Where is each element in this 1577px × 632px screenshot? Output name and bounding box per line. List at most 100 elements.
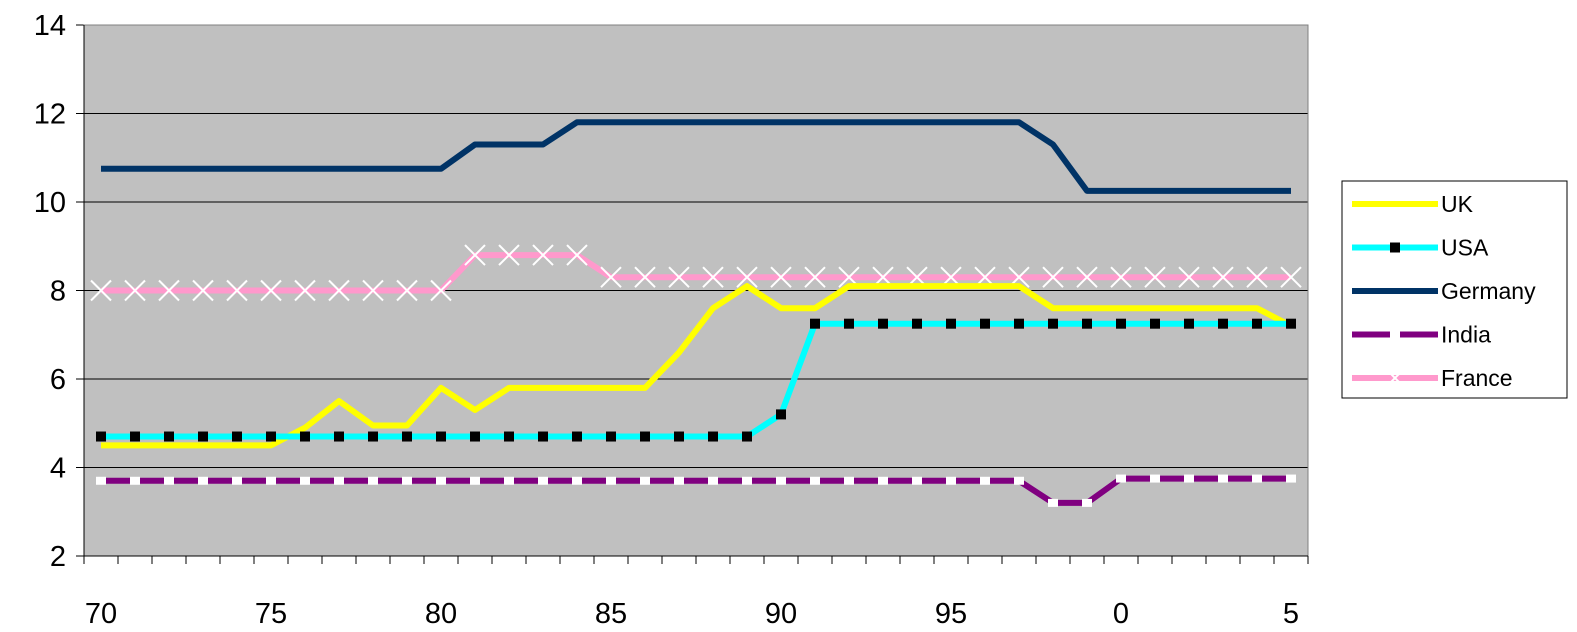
- data-marker: [1184, 474, 1194, 483]
- data-marker: [300, 431, 310, 442]
- data-marker: [538, 476, 548, 485]
- data-marker: [878, 476, 888, 485]
- data-marker: [130, 431, 140, 442]
- data-marker: [1252, 318, 1262, 329]
- y-tick-label: 4: [50, 453, 66, 485]
- data-marker: [266, 431, 276, 442]
- data-marker: [436, 431, 446, 442]
- data-marker: [1048, 318, 1058, 329]
- data-marker: [1150, 474, 1160, 483]
- data-marker: [1280, 266, 1302, 288]
- data-marker: [878, 318, 888, 329]
- data-marker: [470, 431, 480, 442]
- data-marker: [572, 431, 582, 442]
- series-line-france: [101, 252, 1291, 294]
- marker-stroke: [498, 244, 520, 266]
- legend-item-france: France: [1352, 365, 1513, 391]
- data-marker: [674, 476, 684, 485]
- data-marker: [912, 318, 922, 329]
- data-marker: [946, 476, 956, 485]
- marker-stroke: [838, 266, 860, 288]
- y-tick-label: 8: [50, 276, 66, 308]
- data-marker: [368, 476, 378, 485]
- data-marker: [402, 476, 412, 485]
- x-tick-label: 90: [765, 598, 797, 630]
- marker-stroke: [1042, 266, 1064, 288]
- legend-label-uk: UK: [1441, 191, 1474, 217]
- data-marker: [1082, 318, 1092, 329]
- data-marker: [328, 279, 350, 302]
- data-marker: [634, 266, 656, 288]
- marker-stroke: [124, 279, 146, 302]
- data-marker: [368, 431, 378, 442]
- data-marker: [844, 318, 854, 329]
- data-marker: [436, 476, 446, 485]
- data-marker: [566, 244, 588, 266]
- data-marker: [708, 476, 718, 485]
- data-marker: [300, 476, 310, 485]
- marker-stroke: [532, 244, 554, 266]
- marker-stroke: [464, 244, 486, 266]
- data-marker: [668, 266, 690, 288]
- data-marker: [1286, 474, 1296, 483]
- series-line-india: [101, 475, 1291, 506]
- data-marker: [498, 244, 520, 266]
- axes: 2 4 6 8 10 12 14 70 75 80 85 90 95 0 5: [34, 10, 1309, 630]
- series-germany: [101, 119, 1291, 194]
- series-line-uk: [101, 283, 1293, 449]
- series-group: [90, 119, 1302, 507]
- data-marker: [260, 279, 282, 302]
- marker-stroke: [1076, 266, 1098, 288]
- marker-stroke: [702, 266, 724, 288]
- marker-stroke: [430, 279, 452, 302]
- marker-stroke: [1178, 266, 1200, 288]
- data-marker: [504, 431, 514, 442]
- data-marker: [742, 431, 752, 442]
- data-marker: [674, 431, 684, 442]
- marker-stroke: [634, 266, 656, 288]
- data-marker: [1014, 476, 1024, 485]
- marker-stroke: [192, 279, 214, 302]
- data-marker: [130, 476, 140, 485]
- data-marker: [1042, 266, 1064, 288]
- data-marker: [1384, 367, 1406, 389]
- x-tick-label: 85: [595, 598, 627, 630]
- data-marker: [1178, 266, 1200, 288]
- data-marker: [1252, 474, 1262, 483]
- data-marker: [912, 476, 922, 485]
- marker-stroke: [1212, 266, 1234, 288]
- data-marker: [1048, 498, 1058, 507]
- data-marker: [90, 279, 112, 302]
- y-tick-label: 14: [34, 10, 66, 42]
- legend-label-india: India: [1441, 322, 1491, 348]
- data-marker: [1076, 266, 1098, 288]
- data-marker: [640, 476, 650, 485]
- data-marker: [980, 318, 990, 329]
- series-uk: [101, 283, 1293, 449]
- x-tick-label: 80: [425, 598, 457, 630]
- data-marker: [1184, 318, 1194, 329]
- data-marker: [1212, 266, 1234, 288]
- data-marker: [844, 476, 854, 485]
- data-marker: [736, 266, 758, 288]
- series-line-germany: [101, 119, 1291, 194]
- marker-stroke: [362, 279, 384, 302]
- marker-stroke: [396, 279, 418, 302]
- data-marker: [606, 476, 616, 485]
- data-marker: [96, 431, 106, 442]
- legend-label-usa: USA: [1441, 235, 1489, 261]
- data-marker: [232, 476, 242, 485]
- legend-item-usa: USA: [1352, 235, 1489, 261]
- data-marker: [430, 279, 452, 302]
- data-marker: [606, 431, 616, 442]
- y-tick-label: 6: [50, 364, 66, 396]
- y-tick-label: 10: [34, 187, 66, 219]
- marker-stroke: [1280, 266, 1302, 288]
- marker-stroke: [566, 244, 588, 266]
- data-marker: [1116, 474, 1126, 483]
- series-line-usa: [101, 320, 1291, 440]
- marker-stroke: [1110, 266, 1132, 288]
- data-marker: [1390, 242, 1400, 253]
- data-marker: [464, 244, 486, 266]
